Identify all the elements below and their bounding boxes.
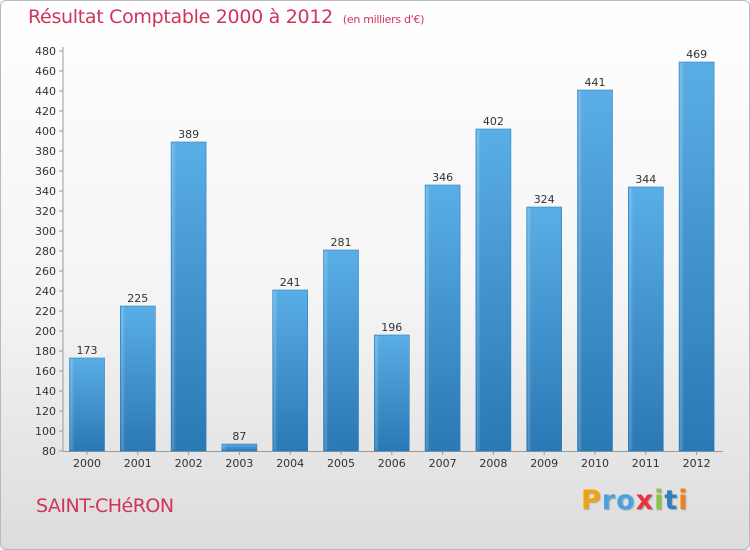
x-tick-label: 2000 bbox=[73, 457, 101, 470]
y-tick-label: 320 bbox=[35, 205, 56, 218]
x-tick-label: 2007 bbox=[429, 457, 457, 470]
y-tick-label: 120 bbox=[35, 405, 56, 418]
data-label: 87 bbox=[232, 430, 246, 443]
x-tick-label: 2001 bbox=[124, 457, 152, 470]
bar bbox=[373, 334, 410, 452]
logo-letter: r bbox=[601, 485, 617, 516]
data-label: 324 bbox=[534, 193, 555, 206]
bar bbox=[120, 305, 156, 452]
y-tick-label: 260 bbox=[35, 265, 56, 278]
x-tick-label: 2011 bbox=[632, 457, 660, 470]
y-tick-label: 160 bbox=[35, 365, 56, 378]
data-label: 196 bbox=[381, 321, 402, 334]
x-tick-label: 2012 bbox=[683, 457, 711, 470]
bar-highlight bbox=[527, 208, 532, 450]
y-tick-label: 480 bbox=[35, 45, 56, 58]
proxiti-logo: Proxiti bbox=[581, 485, 689, 516]
y-tick-label: 80 bbox=[42, 445, 56, 458]
x-tick-label: 2004 bbox=[276, 457, 304, 470]
y-tick-label: 300 bbox=[35, 225, 56, 238]
data-label: 346 bbox=[432, 171, 453, 184]
y-tick-label: 140 bbox=[35, 385, 56, 398]
bar-highlight bbox=[426, 186, 431, 450]
x-tick-label: 2002 bbox=[175, 457, 203, 470]
bars bbox=[69, 61, 715, 452]
data-label: 173 bbox=[77, 344, 98, 357]
bar bbox=[475, 128, 512, 452]
logo-letter: i bbox=[678, 485, 689, 516]
y-tick-label: 240 bbox=[35, 285, 56, 298]
data-label: 225 bbox=[127, 292, 148, 305]
y-tick-label: 400 bbox=[35, 125, 56, 138]
bar bbox=[323, 249, 359, 452]
y-tick-label: 200 bbox=[35, 325, 56, 338]
bar-highlight bbox=[629, 188, 634, 450]
logo-letter: x bbox=[635, 485, 655, 516]
bar-highlight bbox=[273, 291, 278, 450]
bar-highlight bbox=[70, 359, 75, 450]
x-tick-label: 2005 bbox=[327, 457, 355, 470]
chart-title-text: Résultat Comptable 2000 à 2012 bbox=[28, 6, 333, 28]
bar bbox=[577, 89, 613, 452]
y-tick-label: 460 bbox=[35, 65, 56, 78]
y-tick-label: 100 bbox=[35, 425, 56, 438]
data-label: 402 bbox=[483, 115, 504, 128]
bar-highlight bbox=[375, 336, 380, 450]
data-label: 344 bbox=[635, 173, 656, 186]
bar bbox=[526, 206, 563, 452]
y-tick-label: 420 bbox=[35, 105, 56, 118]
logo-letter: P bbox=[581, 485, 602, 516]
bar-highlight bbox=[680, 63, 685, 450]
bar-highlight bbox=[324, 251, 329, 450]
bar-highlight bbox=[222, 445, 227, 450]
logo-letter: o bbox=[616, 485, 636, 516]
y-tick-label: 180 bbox=[35, 345, 56, 358]
bar bbox=[424, 184, 461, 452]
bar bbox=[272, 289, 309, 452]
bar bbox=[69, 357, 105, 452]
y-tick-label: 340 bbox=[35, 185, 56, 198]
data-labels: 173 225 389 87 241 281 196 346 402 324 441 344 469 bbox=[77, 48, 708, 443]
data-label: 469 bbox=[686, 48, 707, 61]
data-label: 441 bbox=[585, 76, 606, 89]
x-tick-label: 2008 bbox=[479, 457, 507, 470]
y-tick-label: 440 bbox=[35, 85, 56, 98]
bar bbox=[627, 186, 664, 452]
logo-letter: i bbox=[654, 485, 665, 516]
chart-subtitle: (en milliers d'€) bbox=[342, 13, 425, 26]
y-tick-label: 220 bbox=[35, 305, 56, 318]
chart-title: Résultat Comptable 2000 à 2012 (en millie… bbox=[28, 6, 424, 28]
bar-highlight bbox=[476, 130, 481, 450]
y-tick-label: 380 bbox=[35, 145, 56, 158]
y-tick-label: 280 bbox=[35, 245, 56, 258]
bar bbox=[678, 61, 715, 452]
data-label: 241 bbox=[280, 276, 301, 289]
axes: 80 100 120 140 160 180 200 220 240 260 280 300 320 34… bbox=[35, 45, 723, 470]
data-label: 389 bbox=[178, 128, 199, 141]
x-tick-label: 2003 bbox=[225, 457, 253, 470]
bar bbox=[221, 443, 258, 452]
x-tick-label: 2006 bbox=[378, 457, 406, 470]
bar-highlight bbox=[121, 307, 126, 450]
data-label: 281 bbox=[331, 236, 352, 249]
bar-highlight bbox=[578, 91, 583, 450]
bar-highlight bbox=[172, 143, 177, 450]
y-tick-label: 360 bbox=[35, 165, 56, 178]
x-tick-label: 2010 bbox=[581, 457, 609, 470]
x-tick-label: 2009 bbox=[530, 457, 558, 470]
bar bbox=[170, 141, 207, 452]
commune-name: SAINT-CHéRON bbox=[36, 495, 174, 517]
logo-letter: t bbox=[664, 485, 679, 516]
